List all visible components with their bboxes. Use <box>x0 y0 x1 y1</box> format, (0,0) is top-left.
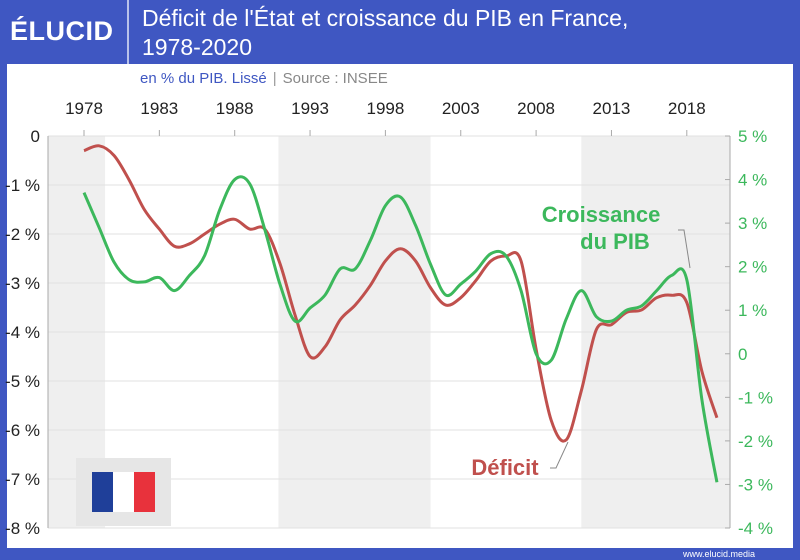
y-right-tick-label: -3 % <box>738 475 773 494</box>
annotation-growth-line2: du PIB <box>580 229 650 254</box>
x-tick-label: 1983 <box>140 99 178 118</box>
y-right-tick-label: 1 % <box>738 301 767 320</box>
x-tick-label: 2003 <box>442 99 480 118</box>
y-right-tick-label: -4 % <box>738 519 773 538</box>
source-label: Source : INSEE <box>282 70 388 87</box>
y-left-tick-label: -8 % <box>5 519 40 538</box>
y-right-tick-label: 2 % <box>738 258 767 277</box>
y-left-tick-label: 0 <box>31 127 40 146</box>
france-flag-icon <box>76 458 171 526</box>
footer-url: www.elucid.media <box>682 549 755 559</box>
x-tick-label: 1993 <box>291 99 329 118</box>
y-right-tick-label: 0 <box>738 345 747 364</box>
header-divider <box>127 0 129 64</box>
y-left-tick-label: -2 % <box>5 225 40 244</box>
y-right-tick-label: -2 % <box>738 432 773 451</box>
y-right-tick-label: 4 % <box>738 171 767 190</box>
x-tick-label: 1998 <box>366 99 404 118</box>
chart-subtitle: en % du PIB. Lissé | Source : INSEE <box>140 70 388 87</box>
unit-label: en % du PIB. Lissé <box>140 70 267 87</box>
title-line-1: Déficit de l'État et croissance du PIB e… <box>142 5 629 31</box>
y-right-tick-label: -1 % <box>738 388 773 407</box>
y-left-tick-label: -1 % <box>5 176 40 195</box>
y-left-tick-label: -5 % <box>5 372 40 391</box>
elucid-logo: ÉLUCID <box>10 16 114 46</box>
y-left-tick-label: -7 % <box>5 470 40 489</box>
y-right-tick-label: 5 % <box>738 127 767 146</box>
series-line-deficit <box>83 144 719 443</box>
x-tick-label: 1988 <box>216 99 254 118</box>
title-line-2: 1978-2020 <box>142 34 252 60</box>
y-left-tick-label: -4 % <box>5 323 40 342</box>
x-tick-label: 2013 <box>593 99 631 118</box>
series-line-growth <box>82 175 719 483</box>
x-tick-label: 2018 <box>668 99 706 118</box>
x-tick-label: 1978 <box>65 99 103 118</box>
y-left-tick-label: -6 % <box>5 421 40 440</box>
chart-title: Déficit de l'État et croissance du PIB e… <box>142 4 782 62</box>
y-left-tick-label: -3 % <box>5 274 40 293</box>
x-tick-label: 2008 <box>517 99 555 118</box>
annotation-deficit-leader <box>550 441 569 469</box>
annotation-growth-line1: Croissance <box>542 202 661 227</box>
y-right-tick-label: 3 % <box>738 214 767 233</box>
annotation-deficit: Déficit <box>471 455 539 480</box>
separator: | <box>272 70 277 87</box>
annotation-growth-leader <box>678 229 691 269</box>
